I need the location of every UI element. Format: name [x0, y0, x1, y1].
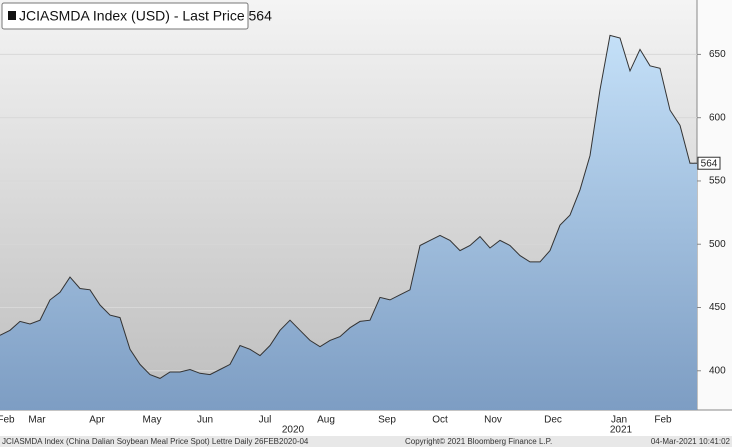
footer-center: Copyright© 2021 Bloomberg Finance L.P. [405, 437, 552, 446]
x-tick-label: Jan [611, 415, 627, 426]
legend-swatch [8, 11, 16, 20]
year-label: 2020 [282, 425, 305, 436]
area [0, 35, 697, 411]
footer-band [0, 436, 732, 447]
x-tick-label: Jun [197, 415, 213, 426]
year-label: 2021 [610, 425, 633, 436]
x-tick-label: Dec [544, 415, 562, 426]
y-tick-label: 500 [709, 239, 726, 250]
x-tick-label: Sep [378, 415, 396, 426]
y-tick-label: 400 [709, 365, 726, 376]
labels: 400 450 500 550 600 650 Feb Mar Apr May Jun Jul Aug S… [0, 49, 726, 436]
line [0, 34, 697, 379]
y-tick-label: 450 [709, 302, 726, 313]
chart-title: JCIASMDA Index (USD) - Last Price 564 [19, 8, 272, 24]
x-tick-label: May [143, 415, 162, 426]
x-tick-label: Feb [0, 415, 15, 426]
footer-left: JCIASMDA Index (China Dalian Soybean Mea… [2, 437, 309, 446]
y-tick-label: 550 [709, 176, 726, 187]
axis-background [697, 0, 732, 410]
last-price-tag [697, 156, 721, 170]
x-tick-label: Aug [317, 415, 335, 426]
x-tick-label: Mar [28, 415, 46, 426]
y-tick-label: 650 [709, 49, 726, 60]
x-tick-label: Feb [654, 415, 672, 426]
x-tick-label: Apr [89, 415, 105, 426]
last-price-label: 564 [701, 158, 718, 169]
footer-right: 04-Mar-2021 10:41:02 [651, 437, 731, 446]
x-tick-label: Nov [484, 415, 502, 426]
x-tick-label: Oct [432, 415, 448, 426]
title-box [1, 2, 249, 30]
x-tick-label: Jul [259, 415, 272, 426]
marks [0, 34, 697, 411]
y-tick-label: 600 [709, 112, 726, 123]
